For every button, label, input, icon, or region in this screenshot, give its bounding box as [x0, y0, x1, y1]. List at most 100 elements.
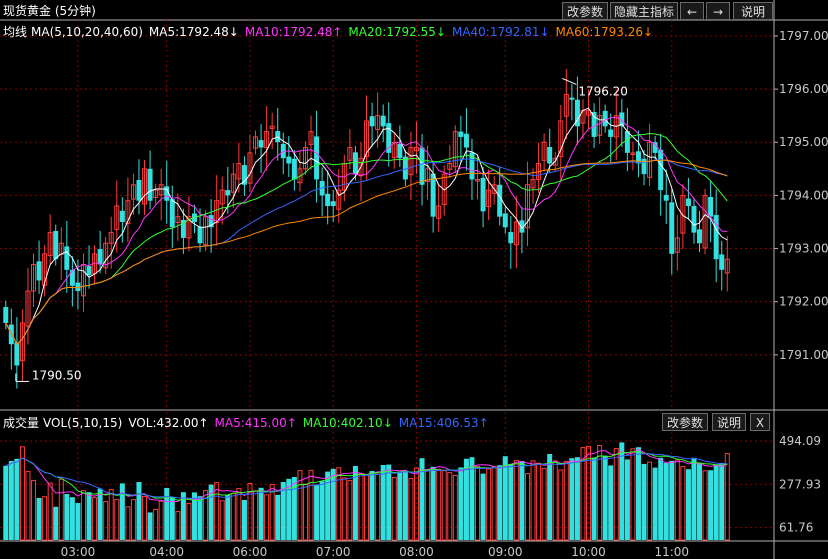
volume-bar-up — [580, 447, 586, 541]
volume-bar-down — [119, 483, 125, 540]
candle-body-up — [253, 136, 259, 149]
volume-bar-down — [480, 473, 486, 540]
volume-legend-label: 成交量 — [3, 416, 40, 430]
explain-button[interactable]: 说明 — [733, 2, 773, 20]
volume-bar-down — [241, 500, 247, 540]
candle-body-down — [602, 110, 608, 127]
candle-body-up — [158, 184, 164, 196]
candle-body-up — [358, 157, 364, 177]
candle-body-down — [619, 112, 625, 127]
volume-bar-up — [125, 506, 131, 541]
candle-body-up — [408, 147, 414, 176]
volume-bar-up — [558, 469, 564, 541]
candle-body-down — [652, 142, 658, 153]
volume-explain-button[interactable]: 说明 — [712, 413, 746, 431]
volume-bar-up — [647, 461, 653, 541]
candle-body-up — [297, 168, 303, 184]
candle-body-down — [36, 261, 42, 281]
candle-body-up — [586, 109, 592, 116]
volume-bar-up — [630, 448, 636, 541]
volume-bar-down — [36, 498, 42, 540]
candle-body-up — [230, 173, 236, 193]
volume-bar-up — [247, 482, 253, 541]
volume-bar-down — [330, 468, 336, 540]
volume-bar-down — [69, 497, 75, 540]
candle-body-up — [247, 152, 253, 184]
volume-bar-down — [352, 466, 358, 540]
volume-bar-up — [536, 462, 542, 541]
volume-bar-down — [669, 460, 675, 540]
candle-body-down — [685, 198, 691, 207]
candle-body-down — [241, 165, 247, 185]
volume-bar-up — [475, 465, 481, 541]
volume-bar-down — [225, 494, 231, 540]
volume-bar-up — [219, 500, 225, 541]
candle-body-up — [42, 253, 48, 286]
candle-body-up — [308, 131, 314, 145]
volume-bar-down — [708, 470, 714, 540]
volume-close-icon[interactable]: X — [750, 413, 770, 431]
candle-body-up — [452, 131, 458, 168]
candle-body-down — [663, 194, 669, 201]
volume-bar-down — [608, 465, 614, 540]
volume-bar-up — [674, 459, 680, 541]
candle-body-up — [108, 232, 114, 244]
candle-body-down — [169, 199, 175, 228]
volume-bar-down — [430, 466, 436, 540]
volume-bar-up — [19, 446, 25, 541]
volume-line-ma10 — [5, 451, 728, 501]
candle-body-down — [386, 123, 392, 153]
volume-bar-down — [275, 494, 281, 540]
candle-body-up — [674, 237, 680, 253]
volume-bar-up — [114, 499, 120, 541]
volume-bar-up — [513, 460, 519, 541]
candle-body-down — [258, 140, 264, 148]
arrow-right-icon[interactable]: → — [706, 2, 730, 20]
candle-body-down — [69, 269, 75, 286]
candle-body-down — [75, 282, 81, 292]
volume-bar-up — [613, 448, 619, 541]
volume-bar-down — [397, 472, 403, 540]
volume-bar-down — [463, 458, 469, 540]
hide-main-indicator-button[interactable]: 隐藏主指标 — [610, 2, 678, 20]
candle-body-up — [142, 168, 148, 205]
candle-body-down — [286, 156, 292, 164]
price-tick-label: 1794.00 — [779, 188, 828, 202]
candle-body-up — [530, 178, 536, 189]
volume-bar-down — [208, 484, 214, 540]
volume-line-ma15 — [5, 453, 728, 500]
volume-bar-up — [341, 477, 347, 541]
volume-bar-up — [586, 445, 592, 541]
candle-body-down — [591, 111, 597, 137]
volume-bar-down — [86, 492, 92, 540]
candle-body-down — [402, 156, 408, 180]
candle-body-down — [14, 342, 20, 366]
volume-bar-down — [624, 459, 630, 540]
volume-bar-up — [680, 466, 686, 541]
volume-bar-down — [136, 482, 142, 540]
candle-body-up — [597, 115, 603, 136]
volume-bar-down — [569, 458, 575, 540]
volume-bar-down — [258, 487, 264, 540]
candle-body-up — [475, 178, 481, 182]
candle-body-up — [702, 194, 708, 249]
candle-body-down — [280, 143, 286, 159]
volume-legend-params: VOL(5,10,15) — [43, 416, 123, 430]
candle-body-down — [208, 215, 214, 228]
volume-tick-label: 277.93 — [779, 477, 821, 491]
volume-bar-up — [214, 482, 220, 541]
volume-bar-down — [419, 458, 425, 540]
candle-body-up — [524, 184, 530, 229]
volume-bar-up — [552, 460, 558, 541]
volume-change-params-button[interactable]: 改参数 — [662, 413, 708, 431]
volume-bar-down — [641, 464, 647, 540]
price-line-ma60 — [5, 159, 728, 346]
volume-bar-up — [297, 470, 303, 541]
change-params-button[interactable]: 改参数 — [562, 2, 608, 20]
volume-bar-down — [469, 457, 475, 540]
volume-bar-down — [325, 471, 331, 540]
volume-bar-down — [380, 465, 386, 540]
volume-bar-down — [652, 467, 658, 540]
volume-bar-down — [591, 457, 597, 540]
arrow-left-icon[interactable]: ← — [680, 2, 704, 20]
